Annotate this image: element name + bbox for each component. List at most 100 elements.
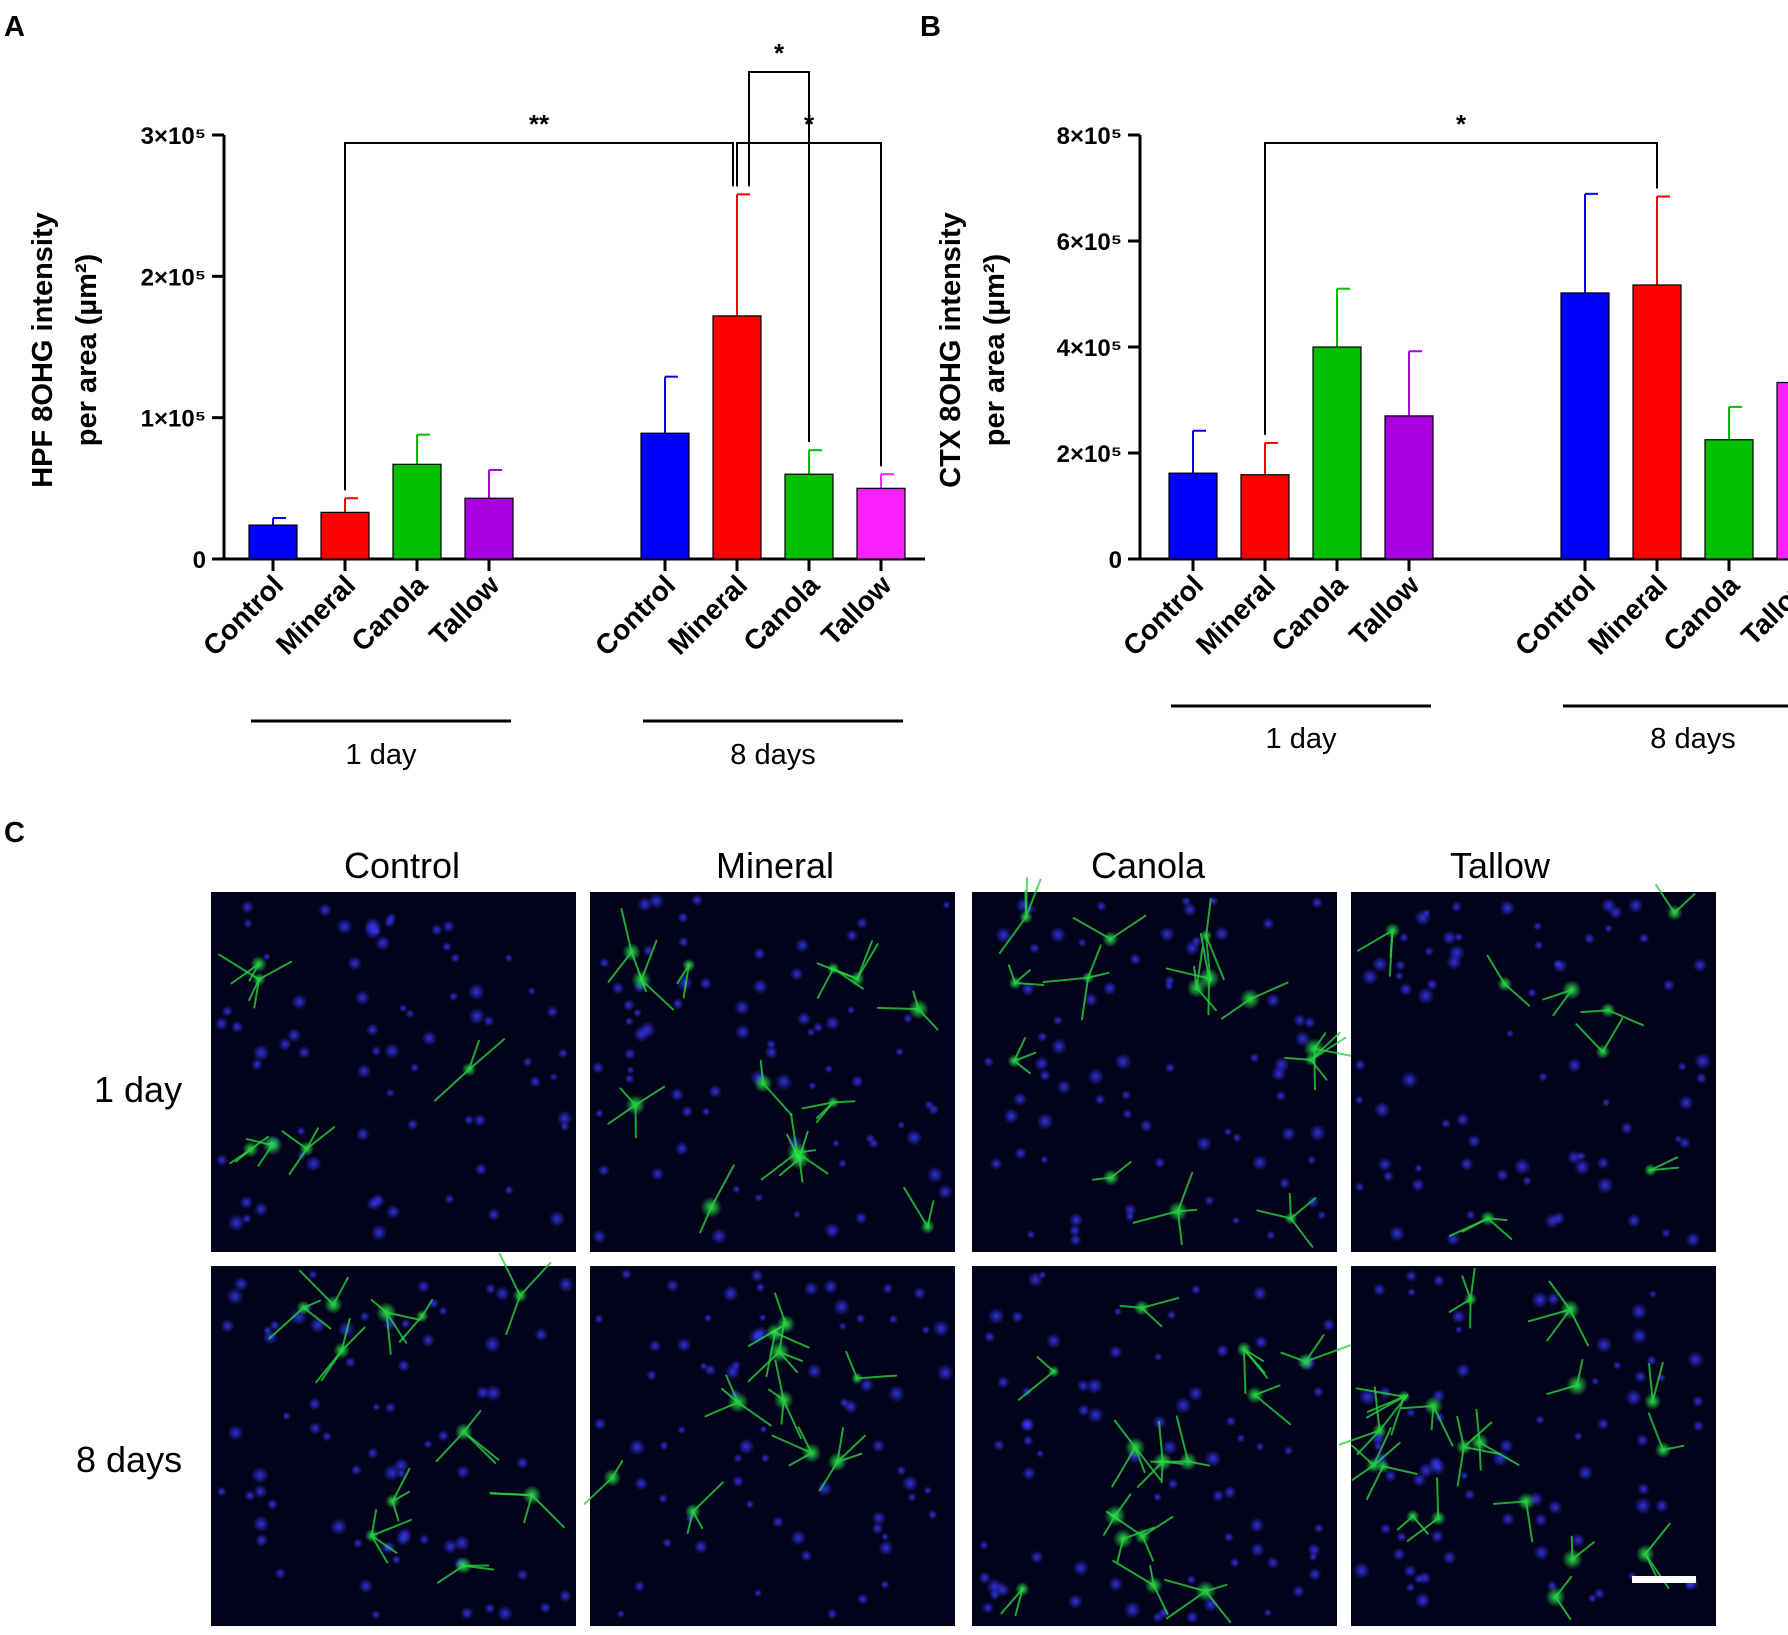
nucleus-dot [318, 903, 333, 918]
nucleus-dot [1317, 1210, 1327, 1220]
nucleus-dot [557, 1048, 569, 1059]
cell-process [774, 1331, 810, 1349]
nucleus-dot [496, 1605, 513, 1622]
nucleus-dot [1372, 1283, 1386, 1297]
cell-process [1649, 1156, 1679, 1172]
nucleus-dot [995, 1582, 1011, 1598]
nucleus-dot [374, 935, 391, 952]
nucleus-dot [632, 1008, 642, 1018]
cell-process [1552, 989, 1573, 1017]
significance-bracket [736, 142, 882, 467]
x-tick-label: Canola [345, 569, 433, 657]
nucleus-dot [395, 1531, 411, 1547]
nucleus-dot [1014, 1146, 1028, 1160]
nucleus-dot [992, 1439, 1005, 1452]
cell-process [519, 1261, 552, 1297]
nucleus-dot [758, 1313, 767, 1322]
nucleus-dot [1154, 1156, 1166, 1169]
nucleus-dot [1654, 1498, 1670, 1513]
cell-process [1242, 1348, 1265, 1363]
nucleus-dot [994, 926, 1013, 944]
nucleus-dot [467, 982, 486, 1001]
nucleus-dot [838, 1159, 848, 1168]
nucleus-dot [1531, 1291, 1549, 1309]
cell-process [796, 1149, 817, 1154]
nucleus-dot [1308, 1567, 1322, 1582]
cell-process [1648, 1362, 1654, 1403]
y-tick-label: 4×10⁵ [1057, 335, 1122, 362]
nucleus-dot [1394, 971, 1404, 981]
nucleus-dot [1069, 1233, 1082, 1247]
nucleus-dot [1686, 1351, 1705, 1369]
nucleus-dot [881, 1532, 890, 1541]
nucleus-dot [1596, 1417, 1610, 1431]
cell-process [780, 1399, 785, 1425]
cell-process [1647, 1412, 1665, 1451]
group-label: 1 day [1266, 723, 1337, 755]
cell-process [836, 1427, 845, 1463]
cell-process [421, 1299, 434, 1318]
nucleus-dot [1087, 1406, 1105, 1424]
nucleus-dot [456, 1464, 471, 1479]
nucleus-dot [1125, 1211, 1135, 1222]
nucleus-dot [1593, 1587, 1606, 1600]
cell-process [1042, 976, 1090, 984]
cell-process [768, 1388, 785, 1402]
nucleus-dot [677, 936, 690, 948]
cell-process [1527, 1308, 1572, 1323]
nucleus-dot [397, 1359, 411, 1373]
cell-process [315, 1349, 343, 1384]
nucleus-dot [871, 1522, 884, 1535]
nucleus-dot [1087, 1068, 1105, 1086]
nucleus-dot [347, 955, 363, 971]
cell-process [1554, 1596, 1572, 1621]
nucleus-dot [214, 1016, 229, 1031]
micrograph-column-title: Canola [1091, 845, 1206, 886]
cell-process [759, 1059, 765, 1085]
nucleus-dot [370, 1045, 382, 1057]
cell-process [1649, 1166, 1680, 1172]
bar [464, 497, 514, 560]
nucleus-dot [1308, 1124, 1327, 1142]
nucleus-dot [1153, 1492, 1163, 1502]
nucleus-dot [1038, 1270, 1047, 1279]
cell-process [704, 1401, 739, 1418]
cell-process [1475, 1408, 1481, 1444]
micrograph-column-title: Tallow [1450, 845, 1551, 886]
nucleus-dot [1108, 1345, 1123, 1360]
nucleus-dot [871, 1510, 887, 1526]
nucleus-dot [981, 1601, 995, 1614]
nucleus-dot [845, 929, 859, 942]
y-tick-label: 0 [193, 547, 206, 574]
nucleus-dot [1102, 981, 1117, 996]
nucleus-dot [1223, 1127, 1233, 1137]
cell-process [1136, 1460, 1164, 1488]
nucleus-dot [1252, 1286, 1268, 1301]
nucleus-dot [1354, 1095, 1365, 1105]
nucleus-dot [385, 1088, 395, 1098]
cell-process [370, 1509, 378, 1537]
x-tick-label: Tallow [1343, 569, 1425, 651]
nucleus-dot [824, 1015, 841, 1031]
nucleus-dot [843, 1399, 859, 1415]
cell-process [1478, 1441, 1520, 1466]
nucleus-dot [1190, 1284, 1202, 1295]
cell-process [1220, 998, 1252, 1020]
nucleus-dot [1463, 1488, 1476, 1501]
nucleus-dot [558, 1589, 572, 1603]
nucleus-dot [1096, 900, 1107, 912]
cell-process [634, 1085, 666, 1106]
cell-process [370, 1298, 388, 1314]
cell-process [1195, 986, 1217, 1012]
cell-process [1601, 1017, 1624, 1053]
nucleus-dot [1250, 1542, 1265, 1558]
nucleus-dot [1310, 896, 1324, 909]
nucleus-dot [670, 1087, 685, 1102]
nucleus-dot [484, 1384, 503, 1402]
cell-process [1309, 1058, 1328, 1081]
bar [1240, 474, 1290, 560]
cell-process [1461, 1275, 1472, 1301]
cell-process [1655, 884, 1676, 914]
nucleus-dot [1026, 1230, 1036, 1239]
nucleus-dot [441, 941, 452, 952]
